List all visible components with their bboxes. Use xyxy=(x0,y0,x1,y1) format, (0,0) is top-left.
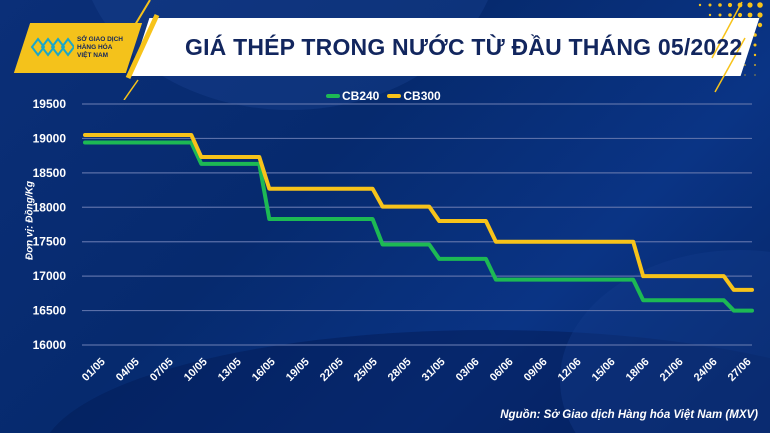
x-tick-label: 27/06 xyxy=(726,356,754,384)
legend-label: CB240 xyxy=(342,89,380,103)
x-tick-label: 22/05 xyxy=(318,356,346,384)
accent-stripes-decoration xyxy=(123,0,746,100)
x-tick-label: 07/05 xyxy=(148,356,176,384)
x-tick-label: 15/06 xyxy=(590,356,618,384)
x-tick-label: 31/05 xyxy=(420,356,448,384)
x-tick-label: 28/05 xyxy=(386,356,414,384)
x-tick-label: 03/06 xyxy=(454,356,482,384)
x-tick-label: 21/06 xyxy=(658,356,686,384)
logo-line: VIỆT NAM xyxy=(77,52,109,59)
x-tick-label: 04/05 xyxy=(114,356,142,384)
page-title: GIÁ THÉP TRONG NƯỚC TỪ ĐẦU THÁNG 05/2022 xyxy=(185,34,743,60)
y-tick-label: 18500 xyxy=(33,166,67,180)
x-tick-label: 16/05 xyxy=(250,356,278,384)
x-tick-label: 01/05 xyxy=(80,356,108,384)
legend-label: CB300 xyxy=(403,89,441,103)
x-tick-label: 24/06 xyxy=(692,356,720,384)
logo-line: SỞ GIAO DỊCH xyxy=(77,36,123,43)
y-axis-label: Đơn vị: Đồng/Kg xyxy=(24,181,36,260)
x-tick-label: 18/06 xyxy=(624,356,652,384)
y-tick-label: 19500 xyxy=(33,97,67,111)
logo-text: SỞ GIAO DỊCH HÀNG HÓA VIỆT NAM xyxy=(77,36,123,60)
x-tick-label: 09/06 xyxy=(522,356,550,384)
y-tick-label: 16000 xyxy=(33,338,67,352)
y-tick-label: 19000 xyxy=(33,131,67,145)
legend-swatch-green xyxy=(326,94,340,98)
y-tick-label: 18000 xyxy=(33,200,67,214)
y-tick-label: 17000 xyxy=(33,269,67,283)
legend-item-cb300: CB300 xyxy=(387,89,441,103)
x-tick-label: 12/06 xyxy=(556,356,584,384)
x-tick-label: 06/06 xyxy=(488,356,516,384)
source-note: Nguồn: Sở Giao dịch Hàng hóa Việt Nam (M… xyxy=(500,409,758,421)
legend-item-cb240: CB240 xyxy=(326,89,379,103)
mxv-logo-icon xyxy=(30,37,74,57)
series-line-cb240 xyxy=(83,140,754,313)
logo-line: HÀNG HÓA xyxy=(77,44,113,51)
y-tick-label: 17500 xyxy=(33,235,67,249)
chart-legend: CB240 CB300 xyxy=(326,89,441,103)
series-line-cb300 xyxy=(83,132,754,292)
x-tick-label: 10/05 xyxy=(182,356,210,384)
x-tick-label: 25/05 xyxy=(352,356,380,384)
x-tick-label: 19/05 xyxy=(284,356,312,384)
legend-swatch-yellow xyxy=(387,94,402,98)
x-tick-label: 13/05 xyxy=(216,356,244,384)
y-tick-label: 16500 xyxy=(33,304,67,318)
